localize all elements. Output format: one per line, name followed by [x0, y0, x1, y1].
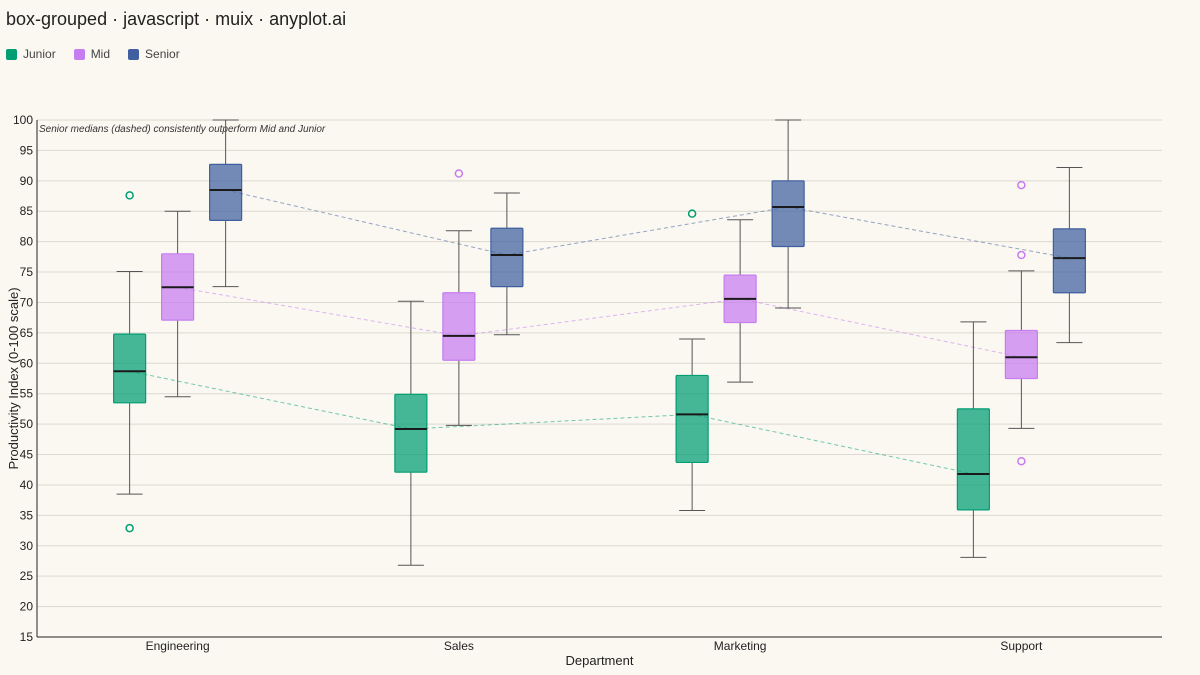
legend-label: Junior — [23, 47, 56, 61]
y-tick-label: 15 — [20, 630, 34, 644]
y-tick-label: 40 — [20, 478, 34, 492]
outlier-point — [125, 191, 134, 200]
median-trend-line-junior — [129, 370, 974, 475]
outlier-point — [454, 169, 464, 178]
y-axis-label: Productivity Index (0-100 scale) — [6, 287, 21, 469]
y-tick-label: 25 — [20, 569, 34, 583]
box-mid-sales — [442, 292, 476, 361]
legend-swatch — [128, 48, 140, 60]
x-tick-label: Sales — [444, 639, 474, 653]
y-tick-label: 50 — [20, 417, 34, 431]
y-tick-label: 85 — [20, 204, 34, 218]
x-tick-label: Marketing — [714, 639, 767, 653]
box-senior-sales — [490, 227, 524, 288]
x-tick-label: Support — [1000, 639, 1043, 653]
outlier-point — [687, 209, 697, 218]
y-tick-label: 90 — [20, 174, 34, 188]
chart-title: box-grouped · javascript · muix · anyplo… — [6, 9, 347, 29]
legend-label: Senior — [145, 47, 180, 61]
y-tick-label: 95 — [20, 143, 34, 157]
y-tick-label: 100 — [13, 113, 33, 127]
y-tick-label: 65 — [20, 326, 34, 340]
median-trend-line-senior — [225, 189, 1070, 259]
box-senior-marketing — [771, 180, 805, 248]
x-tick-label: Engineering — [146, 639, 210, 653]
annotation-text: Senior medians (dashed) consistently out… — [39, 124, 326, 135]
box-junior-support — [956, 408, 990, 511]
outlier-point — [125, 523, 134, 533]
legend-item-senior: Senior — [128, 47, 180, 61]
y-tick-label: 45 — [20, 448, 34, 462]
box-mid-support — [1004, 329, 1038, 380]
x-axis-label: Department — [566, 653, 634, 668]
box-senior-engineering — [209, 163, 243, 221]
y-tick-label: 70 — [20, 295, 34, 309]
y-tick-label: 60 — [20, 356, 34, 370]
legend-item-junior: Junior — [6, 47, 56, 61]
box-junior-marketing — [675, 374, 709, 464]
median-trend-line-mid — [177, 286, 1022, 358]
legend-item-mid: Mid — [73, 47, 111, 61]
box-junior-engineering — [113, 333, 147, 404]
y-tick-label: 75 — [20, 265, 34, 279]
outlier-point — [1017, 180, 1026, 190]
box-junior-sales — [394, 393, 428, 473]
box-senior-support — [1052, 228, 1086, 294]
y-tick-label: 80 — [20, 235, 34, 249]
y-tick-label: 20 — [20, 600, 34, 614]
y-tick-label: 35 — [20, 508, 34, 522]
legend: Junior Mid Senior — [6, 47, 180, 61]
y-tick-label: 55 — [20, 387, 34, 401]
y-tick-label: 30 — [20, 539, 34, 553]
outlier-point — [1017, 250, 1026, 260]
legend-swatch — [73, 48, 85, 60]
legend-swatch — [6, 48, 17, 60]
legend-label: Mid — [90, 47, 111, 61]
outlier-point — [1017, 456, 1026, 466]
